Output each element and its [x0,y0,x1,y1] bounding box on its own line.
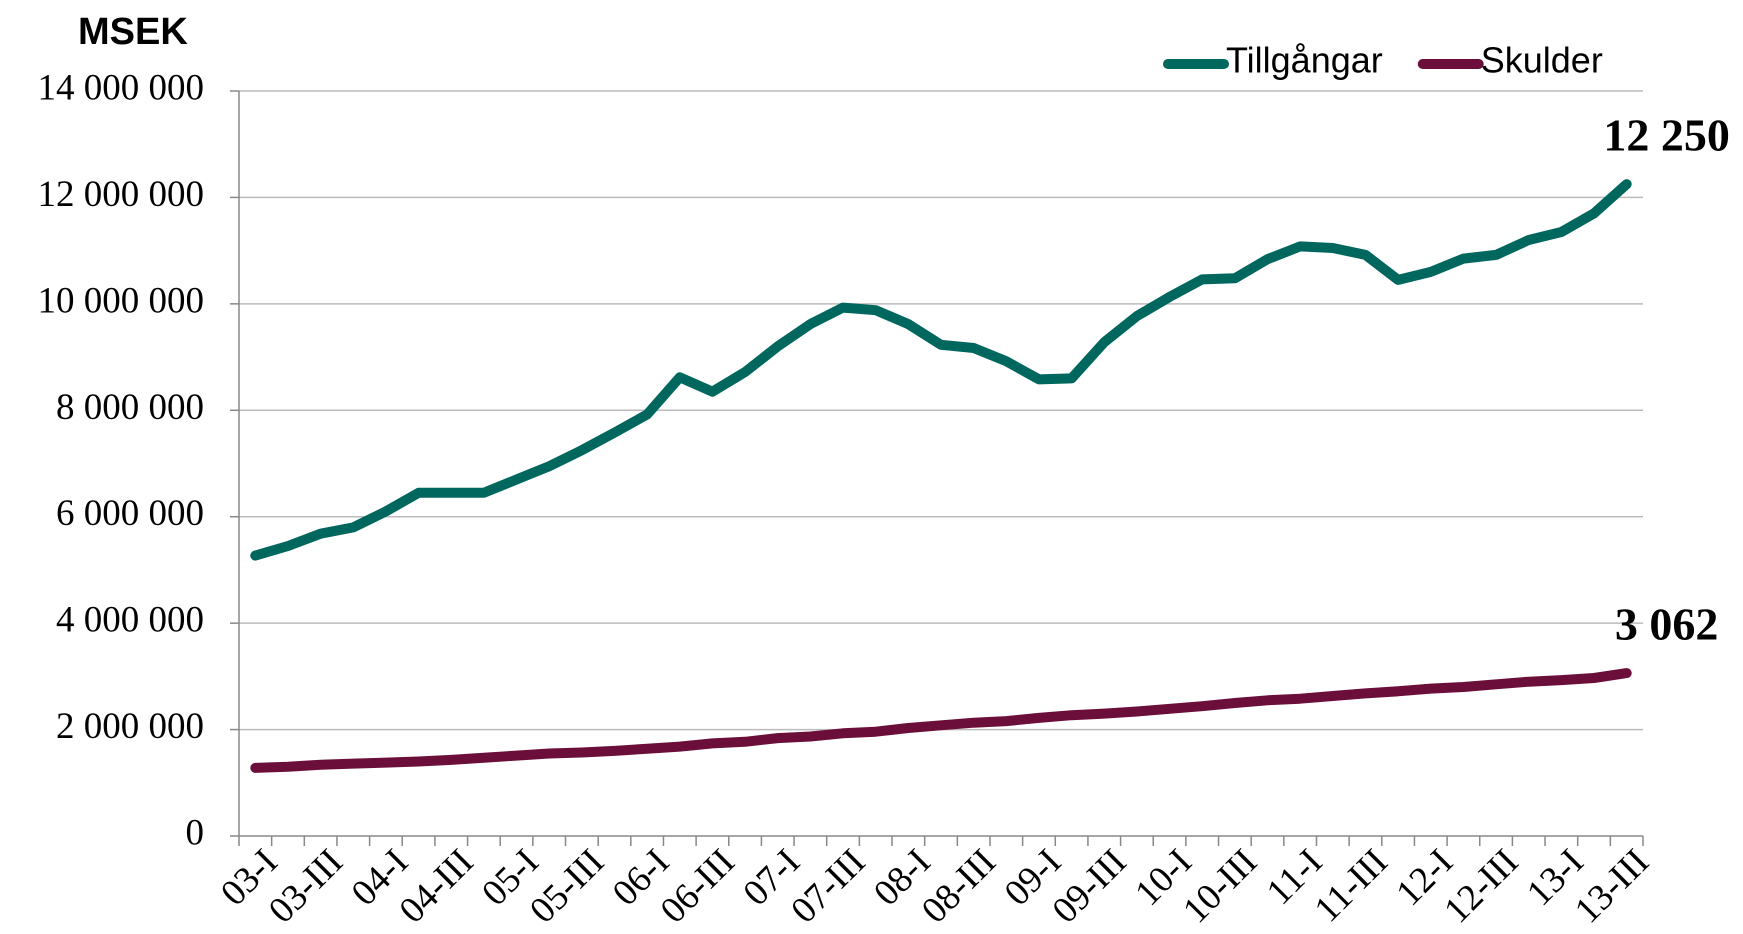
x-tick-label: 08-III [914,841,1004,931]
x-tick-label: 03-III [261,841,351,931]
x-tick-label: 13-III [1567,841,1657,931]
y-tick-label: 12 000 000 [38,174,205,215]
end-label: 12 250 [1603,110,1730,161]
line-series [250,668,1632,773]
x-tick-label: 07-III [783,841,873,931]
legend-label: Tillgångar [1226,40,1383,81]
y-tick-label: 6 000 000 [56,493,204,534]
y-tick-label: 4 000 000 [56,600,204,641]
y-tick-label: 10 000 000 [38,280,205,321]
legend-label: Skulder [1481,40,1603,81]
y-tick-label: 0 [186,812,205,853]
x-tick-label: 05-III [522,841,612,931]
x-tick-label: 10-III [1175,841,1265,931]
x-tick-label: 11-III [1307,841,1396,930]
end-label: 3 062 [1615,599,1719,650]
line-series [250,179,1632,561]
x-tick-label: 04-III [392,841,482,931]
x-tick-label: 09-III [1045,841,1135,931]
x-tick-label: 06-III [653,841,743,931]
y-tick-label: 8 000 000 [56,387,204,428]
y-tick-label: 2 000 000 [56,706,204,747]
x-tick-label: 12-III [1436,841,1526,931]
y-tick-label: 14 000 000 [38,67,205,108]
chart-title: MSEK [78,11,188,53]
